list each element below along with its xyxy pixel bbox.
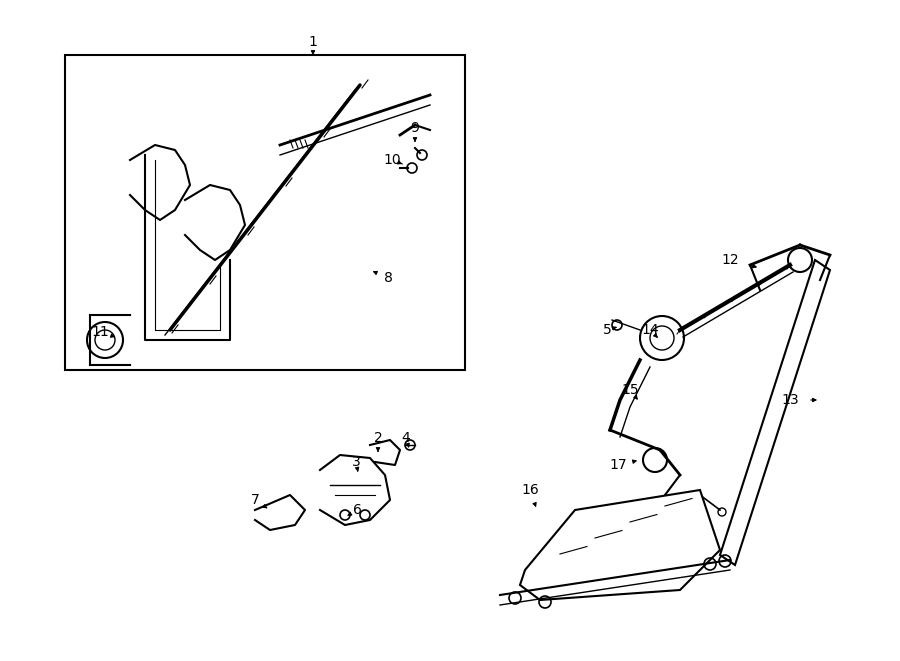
Polygon shape bbox=[520, 490, 720, 600]
Text: 6: 6 bbox=[353, 503, 362, 517]
Text: 13: 13 bbox=[781, 393, 799, 407]
Text: 9: 9 bbox=[410, 121, 419, 135]
Bar bbox=[65, 55, 465, 370]
Text: 2: 2 bbox=[374, 431, 382, 445]
Text: 17: 17 bbox=[609, 458, 626, 472]
Text: 11: 11 bbox=[91, 325, 109, 339]
Text: 14: 14 bbox=[641, 323, 659, 337]
Text: 7: 7 bbox=[250, 493, 259, 507]
Text: 10: 10 bbox=[383, 153, 400, 167]
Text: 5: 5 bbox=[603, 323, 611, 337]
Text: 3: 3 bbox=[352, 455, 360, 469]
Text: 8: 8 bbox=[383, 271, 392, 285]
Text: 1: 1 bbox=[309, 35, 318, 49]
Text: 15: 15 bbox=[621, 383, 639, 397]
Text: 4: 4 bbox=[401, 431, 410, 445]
Text: 16: 16 bbox=[521, 483, 539, 497]
Text: 12: 12 bbox=[721, 253, 739, 267]
